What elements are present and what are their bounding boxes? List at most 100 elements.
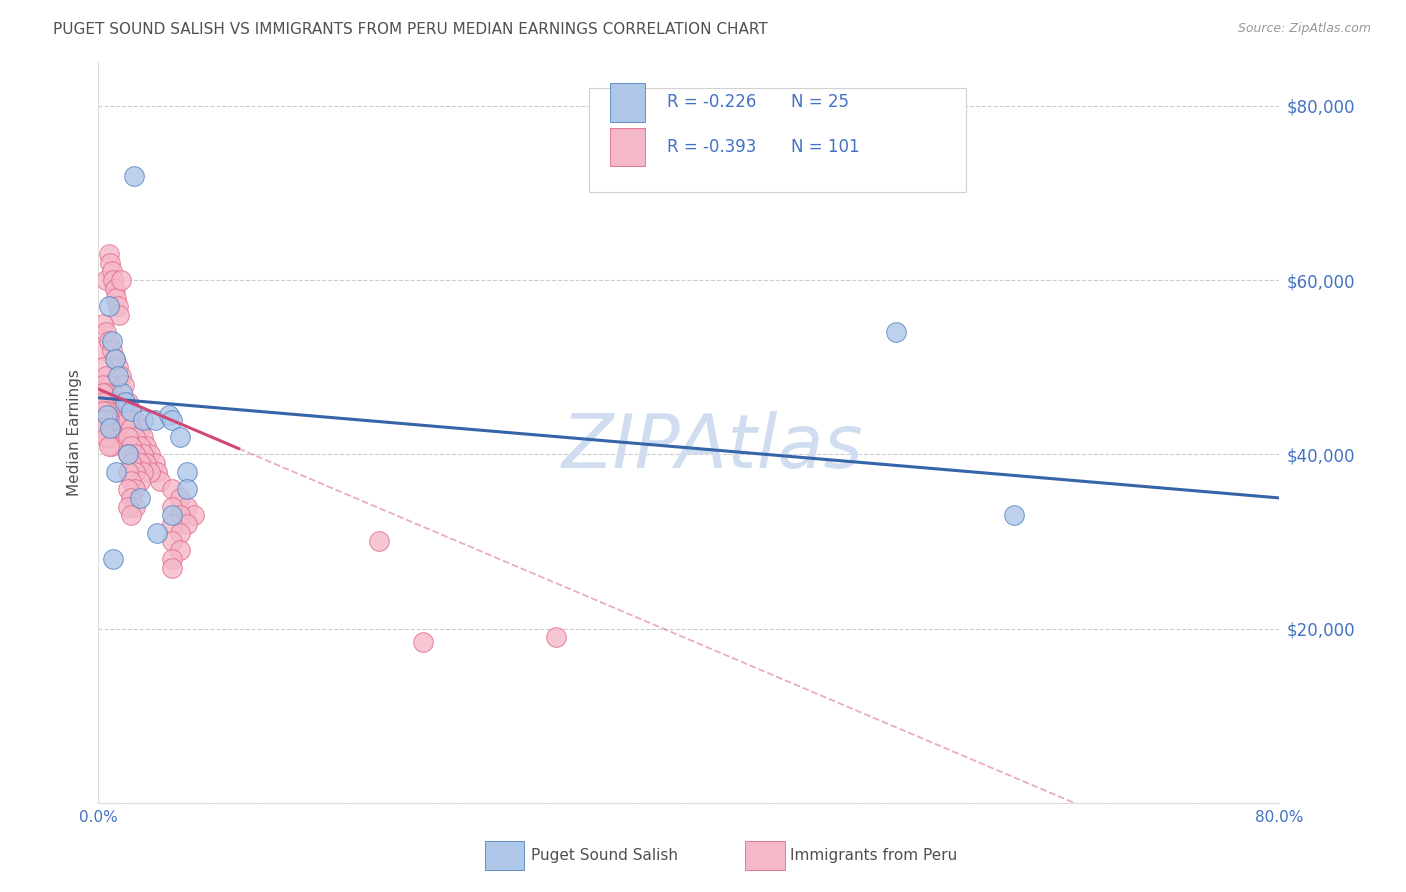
Point <box>112 377 135 392</box>
Point <box>94 273 117 287</box>
Point <box>132 447 155 461</box>
Point <box>149 474 172 488</box>
Point <box>91 421 114 435</box>
Point <box>183 508 205 523</box>
Point <box>114 395 136 409</box>
Point <box>117 412 139 426</box>
Point <box>162 482 183 496</box>
Point <box>91 343 114 357</box>
Point <box>176 517 198 532</box>
Point <box>100 412 122 426</box>
Text: ZIPAtlas: ZIPAtlas <box>562 411 863 483</box>
Point <box>117 430 139 444</box>
Point <box>143 456 166 470</box>
Point <box>97 439 120 453</box>
Point <box>107 360 129 375</box>
Point <box>162 534 183 549</box>
Point <box>132 430 155 444</box>
Point <box>100 404 122 418</box>
Point <box>103 273 125 287</box>
Point <box>97 395 120 409</box>
Point <box>128 491 150 505</box>
Text: Immigrants from Peru: Immigrants from Peru <box>790 848 957 863</box>
Point <box>117 482 139 496</box>
Point <box>97 299 120 313</box>
Point <box>120 456 142 470</box>
Point <box>128 474 150 488</box>
Point <box>117 395 139 409</box>
Point <box>111 386 134 401</box>
Point <box>91 412 114 426</box>
Point <box>128 456 150 470</box>
Text: R = -0.393: R = -0.393 <box>666 138 756 156</box>
Point <box>120 474 142 488</box>
Point <box>98 256 121 270</box>
Point <box>100 343 122 357</box>
Point <box>132 412 155 426</box>
Point <box>117 447 139 461</box>
Point <box>94 369 117 384</box>
Point <box>176 465 198 479</box>
Point <box>105 291 128 305</box>
Point <box>162 508 183 523</box>
Point <box>139 465 162 479</box>
Point <box>162 560 183 574</box>
Point <box>97 377 120 392</box>
Point <box>94 421 117 435</box>
Point <box>100 264 122 278</box>
Point <box>100 386 122 401</box>
Point <box>1002 508 1025 523</box>
Point <box>169 508 191 523</box>
Point <box>546 630 568 644</box>
Point <box>107 299 129 313</box>
Text: R = -0.226: R = -0.226 <box>666 94 756 112</box>
Point <box>91 317 114 331</box>
Point <box>120 439 142 453</box>
Point <box>104 395 127 409</box>
Point <box>120 491 142 505</box>
Point <box>104 282 127 296</box>
Point <box>120 421 142 435</box>
Point <box>162 517 183 532</box>
Point <box>103 552 125 566</box>
Point <box>97 247 120 261</box>
Point <box>110 273 132 287</box>
Point <box>104 351 127 366</box>
Point <box>412 634 434 648</box>
Point <box>884 326 907 340</box>
Point <box>146 465 169 479</box>
Point <box>91 360 114 375</box>
Point <box>94 326 117 340</box>
Point <box>176 500 198 514</box>
Point <box>110 430 132 444</box>
Point <box>124 465 146 479</box>
Point <box>124 500 146 514</box>
Point <box>124 482 146 496</box>
Point <box>97 412 120 426</box>
Point <box>91 395 114 409</box>
Point <box>104 430 127 444</box>
Point <box>117 447 139 461</box>
Point <box>94 412 117 426</box>
Point <box>105 465 128 479</box>
Text: N = 25: N = 25 <box>790 94 848 112</box>
Point <box>91 404 114 418</box>
Point <box>100 334 122 348</box>
Point <box>169 543 191 558</box>
Point <box>169 525 191 540</box>
Point <box>110 369 132 384</box>
Point <box>98 421 121 435</box>
Point <box>135 439 157 453</box>
Point <box>100 421 122 435</box>
Point <box>107 369 129 384</box>
Point <box>91 377 114 392</box>
Point <box>100 430 122 444</box>
Point <box>94 404 117 418</box>
Point <box>139 447 162 461</box>
Point <box>135 456 157 470</box>
Point <box>143 412 166 426</box>
Point <box>97 404 120 418</box>
Point <box>128 421 150 435</box>
Point <box>162 412 183 426</box>
Point <box>124 412 146 426</box>
